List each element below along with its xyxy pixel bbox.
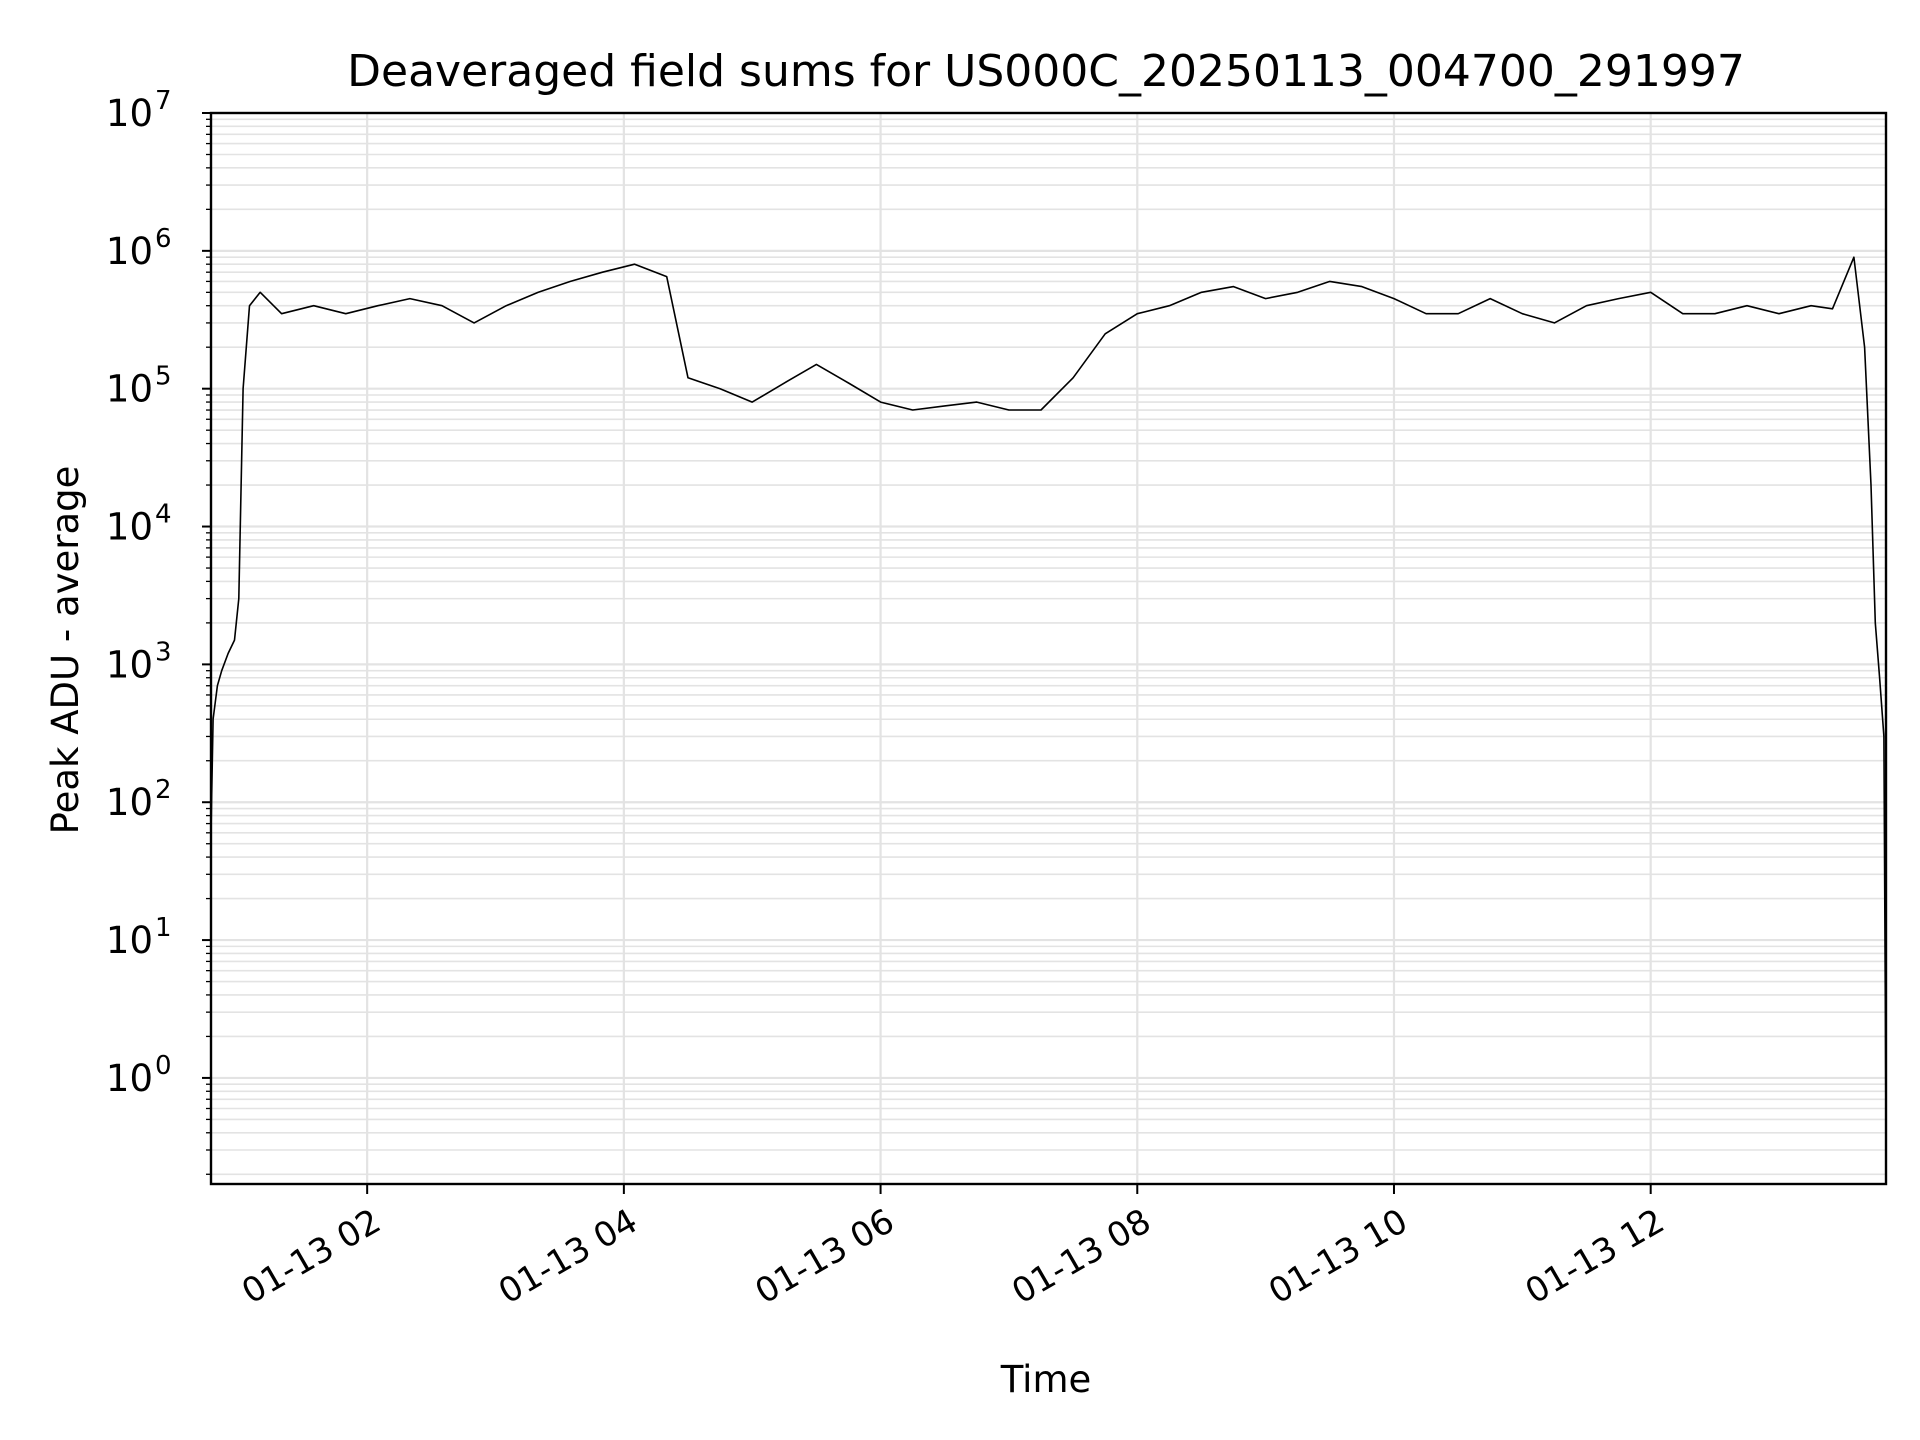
x-tick-label: 01-13 08: [1005, 1201, 1157, 1312]
y-tick-label: 10: [106, 368, 153, 411]
plot-frame: [209, 111, 1888, 1186]
y-tick-label: 10: [106, 1057, 153, 1100]
x-tick-label: 01-13 04: [492, 1201, 644, 1312]
grid-lines: [211, 111, 1886, 1184]
y-tick-label-exponent: 7: [155, 86, 172, 116]
y-tick-label: 10: [106, 506, 153, 549]
y-tick-label: 10: [106, 643, 153, 686]
y-tick-label: 10: [106, 92, 153, 135]
x-tick-label: 01-13 02: [235, 1201, 387, 1312]
x-tick-label: 01-13 10: [1262, 1201, 1414, 1312]
x-axis-label: Time: [1000, 1358, 1092, 1401]
y-tick-label: 10: [106, 781, 153, 824]
data-series: [210, 256, 1887, 1133]
y-axis-label: Peak ADU - average: [44, 466, 87, 835]
y-tick-label-exponent: 6: [155, 224, 172, 254]
chart-title: Deaveraged field sums for US000C_2025011…: [347, 46, 1745, 97]
y-tick-label-exponent: 3: [155, 637, 172, 667]
x-tick-label: 01-13 12: [1519, 1201, 1671, 1312]
y-tick-label: 10: [106, 919, 153, 962]
y-tick-label-exponent: 0: [155, 1051, 172, 1081]
y-tick-label-exponent: 2: [155, 775, 172, 805]
y-tick-label-exponent: 5: [155, 362, 172, 392]
y-tick-label-exponent: 1: [155, 913, 172, 943]
y-tick-label-exponent: 4: [155, 500, 172, 530]
y-tick-label: 10: [106, 230, 153, 273]
series-line: [210, 256, 1887, 1133]
x-tick-label: 01-13 06: [749, 1201, 901, 1312]
